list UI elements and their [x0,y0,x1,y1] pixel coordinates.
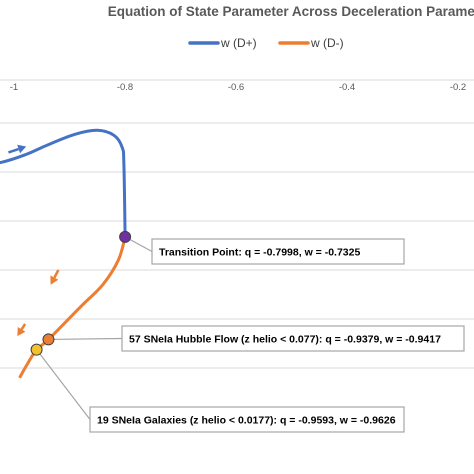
callouts: Transition Point: q = -0.7998, w = -0.73… [37,237,464,432]
data-marker-0 [120,231,131,242]
series-line-1 [20,237,126,378]
x-tick-label-4: -0.2 [450,82,466,93]
legend: w (D+) w (D-) [190,36,344,50]
x-tick-label-0: -1 [10,82,18,93]
x-axis-ticks: -1 -0.8 -0.6 -0.4 -0.2 [10,82,466,93]
direction-arrow-0 [8,149,18,152]
x-tick-label-2: -0.6 [228,82,244,93]
legend-label-0: w (D+) [220,36,257,50]
callout-text-0: Transition Point: q = -0.7998, w = -0.73… [159,247,360,259]
data-marker-1 [43,334,54,345]
callout-leader-2 [37,350,90,420]
legend-label-1: w (D-) [310,36,344,50]
x-tick-label-1: -0.8 [117,82,133,93]
direction-arrow-1 [54,270,58,278]
gridlines [0,80,474,368]
direction-arrows [8,145,58,336]
series-layer [0,130,125,378]
data-marker-2 [31,344,42,355]
callout-text-2: 19 SNeIa Galaxies (z helio < 0.0177): q … [97,415,396,427]
direction-arrow-2 [22,324,25,329]
x-tick-label-3: -0.4 [339,82,355,93]
callout-leader-1 [48,339,122,340]
callout-text-1: 57 SNeIa Hubble Flow (z helio < 0.077): … [129,334,441,346]
markers [31,231,131,355]
chart-title: Equation of State Parameter Across Decel… [108,4,474,19]
